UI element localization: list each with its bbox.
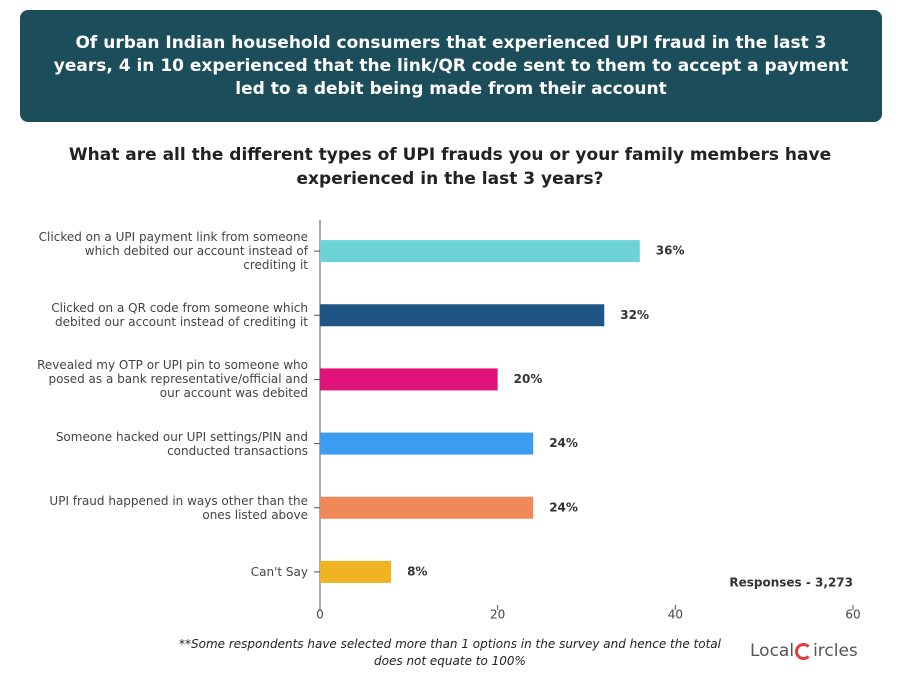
value-label: 32%: [620, 308, 649, 322]
x-tick-label: 40: [668, 608, 683, 622]
logo-icon: [795, 642, 813, 660]
category-label: Clicked on a UPI payment link from someo…: [38, 230, 308, 273]
x-tick-label: 60: [845, 608, 860, 622]
logo-text: Local: [750, 641, 795, 661]
category-label: Someone hacked our UPI settings/PIN and …: [55, 429, 308, 458]
value-label: 8%: [407, 564, 427, 578]
bar: [320, 496, 534, 519]
bar: [320, 432, 534, 455]
category-label: Can't Say: [250, 564, 308, 579]
value-label: 20%: [514, 372, 543, 386]
value-label: 36%: [656, 244, 685, 258]
value-label: 24%: [549, 436, 578, 450]
value-label: 24%: [549, 500, 578, 514]
footnote: **Some respondents have selected more th…: [179, 637, 721, 668]
header-title: Of urban Indian household consumers that…: [53, 32, 849, 99]
bar: [320, 240, 640, 263]
header-banner: Of urban Indian household consumers that…: [20, 10, 882, 122]
category-label: UPI fraud happened in ways other than th…: [49, 493, 308, 522]
logo: Local ircles: [750, 641, 858, 661]
chart-title: What are all the different types of UPI …: [68, 145, 832, 189]
category-label: Clicked on a QR code from someone which …: [51, 301, 308, 330]
logo-text: ircles: [813, 641, 858, 661]
x-tick-label: 0: [316, 608, 324, 622]
annotation: Responses - 3,273: [729, 576, 853, 590]
x-tick-label: 20: [490, 608, 505, 622]
bar: [320, 560, 392, 583]
bar: [320, 304, 605, 327]
category-label: Revealed my OTP or UPI pin to someone wh…: [37, 358, 308, 401]
bar: [320, 368, 498, 391]
